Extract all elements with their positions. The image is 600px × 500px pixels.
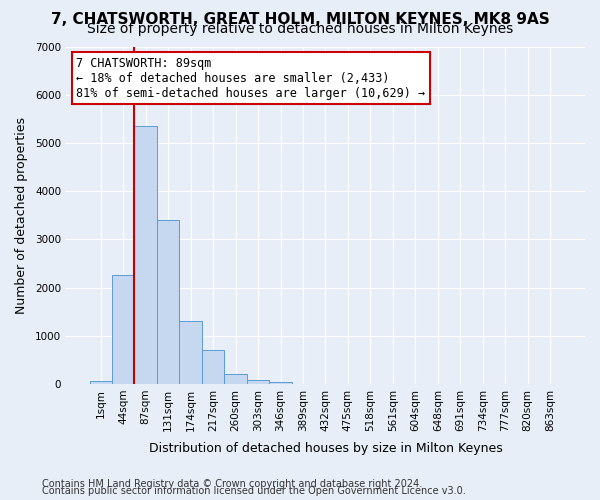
Bar [247, 380, 269, 384]
Text: Contains HM Land Registry data © Crown copyright and database right 2024.: Contains HM Land Registry data © Crown c… [42, 479, 422, 489]
X-axis label: Distribution of detached houses by size in Milton Keynes: Distribution of detached houses by size … [149, 442, 502, 455]
Y-axis label: Number of detached properties: Number of detached properties [15, 116, 28, 314]
Bar [179, 321, 202, 384]
Text: 7, CHATSWORTH, GREAT HOLM, MILTON KEYNES, MK8 9AS: 7, CHATSWORTH, GREAT HOLM, MILTON KEYNES… [50, 12, 550, 26]
Bar [112, 276, 134, 384]
Bar [89, 382, 112, 384]
Text: Size of property relative to detached houses in Milton Keynes: Size of property relative to detached ho… [87, 22, 513, 36]
Bar [202, 350, 224, 384]
Bar [157, 220, 179, 384]
Text: 7 CHATSWORTH: 89sqm
← 18% of detached houses are smaller (2,433)
81% of semi-det: 7 CHATSWORTH: 89sqm ← 18% of detached ho… [76, 56, 425, 100]
Bar [224, 374, 247, 384]
Bar [134, 126, 157, 384]
Bar [269, 382, 292, 384]
Text: Contains public sector information licensed under the Open Government Licence v3: Contains public sector information licen… [42, 486, 466, 496]
